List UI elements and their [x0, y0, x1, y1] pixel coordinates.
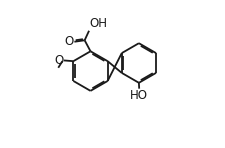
- Text: O: O: [54, 54, 63, 67]
- Text: O: O: [64, 35, 73, 48]
- Text: HO: HO: [130, 89, 148, 102]
- Text: OH: OH: [90, 17, 108, 30]
